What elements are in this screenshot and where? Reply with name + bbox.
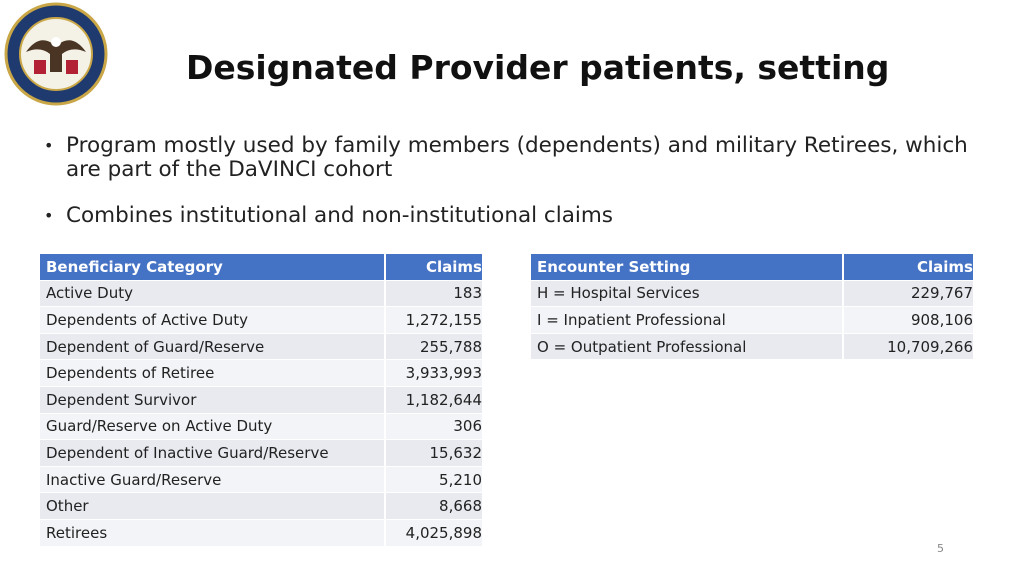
table-row: Dependents of Retiree 3,933,993 bbox=[40, 360, 482, 386]
claims-cell: 8,668 bbox=[385, 493, 482, 519]
category-cell: Dependents of Retiree bbox=[40, 360, 386, 386]
claims-cell: 10,709,266 bbox=[844, 333, 973, 360]
header-cell: Claims bbox=[385, 254, 482, 280]
header-cell: Beneficiary Category bbox=[40, 254, 386, 280]
claims-cell: 1,182,644 bbox=[385, 386, 482, 413]
table-row: Dependent of Inactive Guard/Reserve 15,63… bbox=[40, 440, 482, 466]
title: Designated Provider patients, setting bbox=[186, 48, 890, 87]
table-row: Inactive Guard/Reserve 5,210 bbox=[40, 466, 482, 493]
category-cell: Active Duty bbox=[40, 280, 386, 307]
category-cell: H = Hospital Services bbox=[531, 280, 845, 307]
category-cell: Dependent of Guard/Reserve bbox=[40, 333, 386, 360]
bullet-list: Program mostly used by family members (d… bbox=[44, 134, 994, 250]
category-cell: Guard/Reserve on Active Duty bbox=[40, 413, 386, 440]
claims-cell: 15,632 bbox=[385, 440, 482, 466]
claims-cell: 3,933,993 bbox=[385, 360, 482, 386]
claims-cell: 1,272,155 bbox=[385, 307, 482, 333]
category-cell: Dependent of Inactive Guard/Reserve bbox=[40, 440, 386, 466]
seal-logo bbox=[4, 2, 108, 106]
category-cell: Inactive Guard/Reserve bbox=[40, 466, 386, 493]
page-number: 5 bbox=[937, 542, 944, 555]
encounter-table: Encounter Setting Claims H = Hospital Serv… bbox=[531, 253, 973, 360]
table-row: Retirees 4,025,898 bbox=[40, 519, 482, 546]
claims-cell: 229,767 bbox=[844, 280, 973, 307]
category-cell: Other bbox=[40, 493, 386, 519]
table-row: I = Inpatient Professional 908,106 bbox=[531, 307, 973, 333]
table-row: Guard/Reserve on Active Duty 306 bbox=[40, 413, 482, 440]
header-row: Encounter Setting Claims bbox=[531, 254, 973, 280]
claims-cell: 4,025,898 bbox=[385, 519, 482, 546]
table-row: Other 8,668 bbox=[40, 493, 482, 519]
beneficiary-table: Beneficiary Category Claims Active Duty 183… bbox=[40, 253, 482, 547]
bullet: Combines institutional and non-instituti… bbox=[44, 204, 994, 229]
category-cell: Dependent Survivor bbox=[40, 386, 386, 413]
table-row: Active Duty 183 bbox=[40, 280, 482, 307]
category-cell: Retirees bbox=[40, 519, 386, 546]
table-row: Dependents of Active Duty 1,272,155 bbox=[40, 307, 482, 333]
claims-cell: 908,106 bbox=[844, 307, 973, 333]
claims-cell: 5,210 bbox=[385, 466, 482, 493]
bullet: Program mostly used by family members (d… bbox=[44, 134, 994, 182]
category-cell: Dependents of Active Duty bbox=[40, 307, 386, 333]
claims-cell: 255,788 bbox=[385, 333, 482, 360]
header-row: Beneficiary Category Claims bbox=[40, 254, 482, 280]
table-row: H = Hospital Services 229,767 bbox=[531, 280, 973, 307]
header-cell: Claims bbox=[844, 254, 973, 280]
table-row: Dependent Survivor 1,182,644 bbox=[40, 386, 482, 413]
claims-cell: 183 bbox=[385, 280, 482, 307]
category-cell: O = Outpatient Professional bbox=[531, 333, 845, 360]
table-row: Dependent of Guard/Reserve 255,788 bbox=[40, 333, 482, 360]
table-row: O = Outpatient Professional 10,709,266 bbox=[531, 333, 973, 360]
category-cell: I = Inpatient Professional bbox=[531, 307, 845, 333]
claims-cell: 306 bbox=[385, 413, 482, 440]
header-cell: Encounter Setting bbox=[531, 254, 845, 280]
